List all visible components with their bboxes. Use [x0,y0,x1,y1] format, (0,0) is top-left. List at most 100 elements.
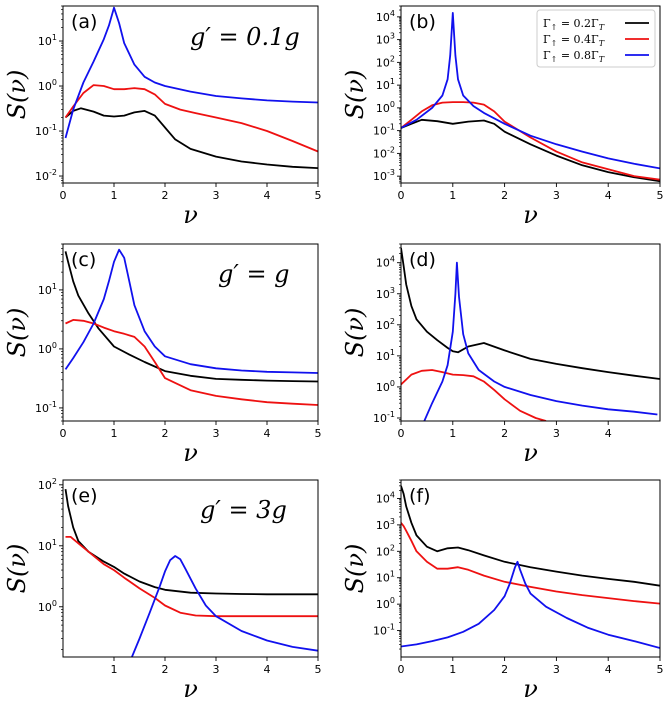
x-tick-label: 5 [315,427,322,440]
y-tick-label: 104 [376,255,395,270]
y-tick-label: 101 [38,33,57,48]
series-line-black [64,488,318,596]
series-line-black [401,247,660,380]
y-axis-label: S(ν) [3,308,31,358]
y-tick-label: 100 [38,78,57,93]
panel-label: (a) [71,11,97,33]
x-tick-label: 1 [111,189,118,202]
x-tick-label: 5 [315,189,322,202]
series-line-red [65,319,318,406]
y-tick-label: 100 [38,599,57,614]
y-tick-label: 104 [376,9,395,24]
y-tick-label: 101 [376,348,395,363]
x-tick-label: 3 [213,189,220,202]
y-axis-label: S(ν) [341,70,369,120]
panel-annotation: g′ = 0.1g [190,23,300,51]
x-tick-label: 3 [553,189,560,202]
chart-panel: 100 101 102 1 2 3 4 5 (e) g′ = 3g S(ν) ν [3,477,322,703]
series-line-red [401,101,660,181]
x-tick-label: 3 [553,663,560,676]
series-line-blue [131,555,318,657]
chart-panel: 10-3 10-2 10-1 100 101 102 103 104 0 1 2 3 4 5 (b) S(ν)… [341,5,664,229]
series-line-red [64,84,318,153]
x-tick-label: 5 [657,189,664,202]
y-tick-label: 102 [376,543,395,558]
series-line-black [64,107,318,169]
y-tick-label: 101 [38,282,57,297]
y-tick-label: 100 [376,100,395,115]
y-axis-label: S(ν) [341,544,369,594]
x-tick-label: 4 [264,427,271,440]
x-tick-label: 1 [449,663,456,676]
x-tick-label: 5 [657,663,664,676]
panel-label: (b) [409,11,436,33]
x-tick-label: 2 [162,663,169,676]
x-tick-label: 1 [111,427,118,440]
series-line-blue [64,6,318,139]
series-line-black [401,118,660,183]
y-tick-label: 10-1 [373,623,395,638]
x-axis-label: ν [183,675,198,703]
y-tick-label: 100 [376,379,395,394]
y-tick-label: 10-2 [35,168,57,183]
y-tick-label: 103 [376,286,395,301]
legend-box [536,9,656,68]
plot-frame [400,5,661,184]
x-tick-label: 2 [162,427,169,440]
x-tick-label: 0 [398,663,405,676]
chart-panel: 10-1 100 101 102 103 104 0 1 2 3 4 (d) S(ν) ν [341,243,661,467]
y-tick-label: 103 [376,32,395,47]
x-tick-label: 2 [501,427,508,440]
x-tick-label: 0 [398,189,405,202]
x-tick-label: 0 [60,189,67,202]
series-line-red [401,522,660,605]
y-tick-label: 102 [376,317,395,332]
y-tick-label: 101 [376,570,395,585]
series-line-red [401,369,547,421]
x-tick-label: 1 [449,427,456,440]
panel-annotation: g′ = 3g [200,496,287,524]
x-tick-label: 0 [60,427,67,440]
x-tick-label: 0 [398,427,405,440]
y-tick-label: 104 [376,490,395,505]
legend-entry-label: Γ↑ = 0.8ΓT [543,49,605,64]
y-tick-label: 10-1 [35,123,57,138]
x-tick-label: 2 [501,189,508,202]
panel-label: (c) [71,249,96,271]
x-axis-label: ν [183,201,198,229]
y-tick-label: 100 [376,596,395,611]
y-tick-label: 10-3 [373,168,395,183]
panel-label: (e) [71,485,98,507]
x-tick-label: 2 [162,189,169,202]
x-axis-label: ν [523,439,538,467]
series-line-blue [401,560,660,649]
y-tick-label: 101 [38,538,57,553]
x-tick-label: 4 [264,189,271,202]
legend-entry-label: Γ↑ = 0.2ΓT [543,17,605,32]
x-tick-label: 4 [264,663,271,676]
panel-label: (f) [409,485,431,507]
y-tick-label: 102 [38,477,57,492]
x-tick-label: 4 [605,189,612,202]
y-tick-label: 10-1 [373,123,395,138]
y-tick-label: 102 [376,54,395,69]
y-axis-label: S(ν) [341,308,369,358]
y-tick-label: 103 [376,517,395,532]
y-tick-label: 101 [376,77,395,92]
legend-entry-label: Γ↑ = 0.4ΓT [543,33,605,48]
series-line-black [64,251,318,383]
x-axis-label: ν [523,201,538,229]
chart-panel: 10-1 100 101 102 103 104 0 1 2 3 4 5 (f) S(ν) ν [341,479,664,703]
plot-frame [400,479,661,658]
panel-annotation: g′ = g [218,260,290,288]
x-tick-label: 5 [315,663,322,676]
y-tick-label: 10-2 [373,145,395,160]
plot-frame [62,5,319,184]
x-tick-label: 3 [213,427,220,440]
series-line-black [401,485,660,587]
panel-label: (d) [409,249,436,271]
